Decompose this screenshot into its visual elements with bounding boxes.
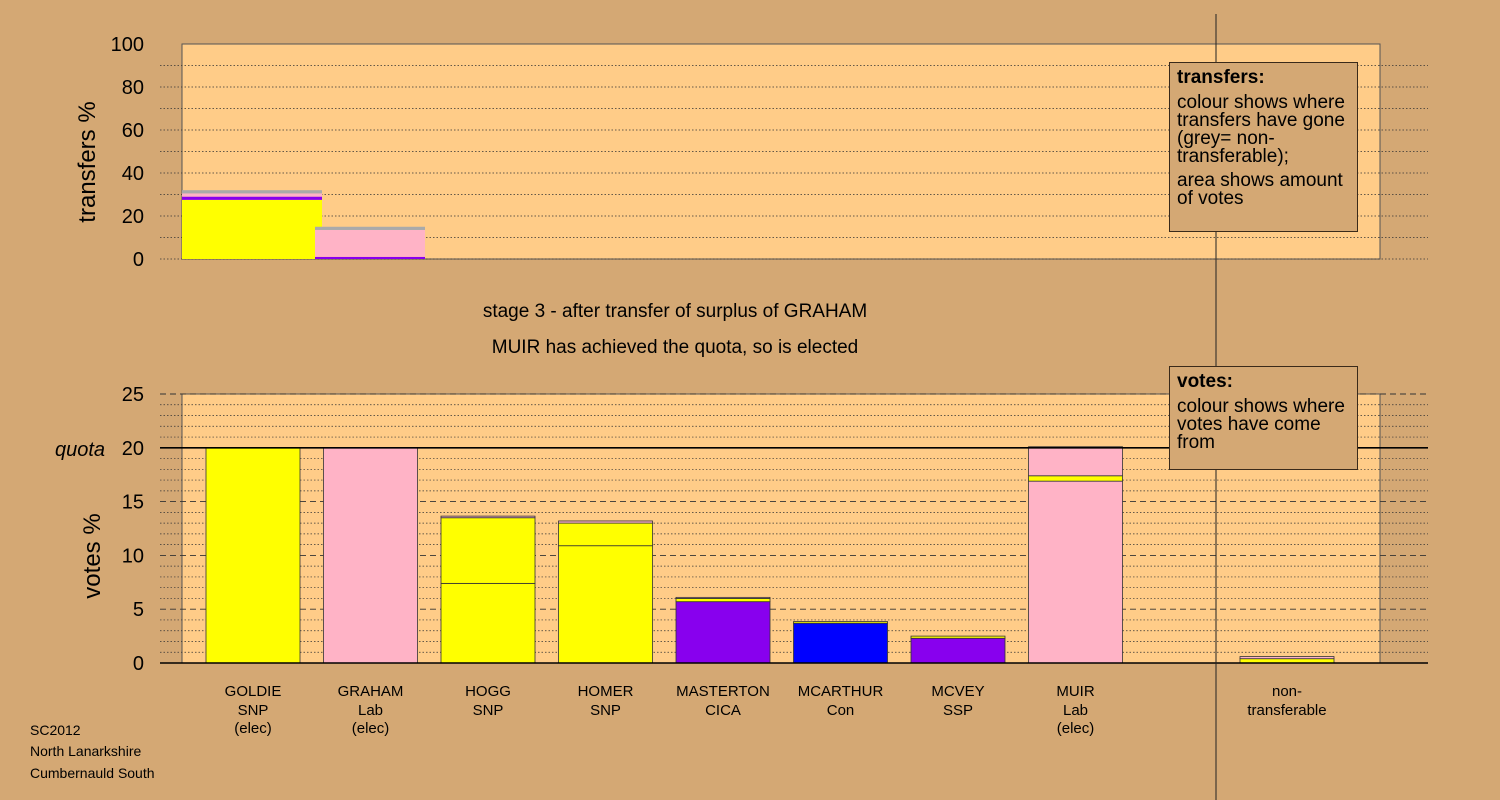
transfers-tick-label: 20 xyxy=(122,206,144,228)
candidate-name-label: GOLDIE xyxy=(225,683,282,700)
candidate-name-label: MCVEY xyxy=(931,683,984,700)
vote-bar-homer xyxy=(558,522,653,547)
candidate-status-label: (elec) xyxy=(1057,720,1095,737)
votes-legend-title: votes: xyxy=(1177,371,1233,392)
transfers-tick-label: 60 xyxy=(122,120,144,142)
candidate-name-label: MUIR xyxy=(1056,683,1094,700)
transfer-segment-graham xyxy=(315,256,425,259)
vote-bar-hogg xyxy=(440,517,536,584)
transfer-segment-goldie xyxy=(182,199,322,259)
transfers-tick-label: 80 xyxy=(122,77,144,99)
votes-tick-label: 0 xyxy=(133,653,144,675)
transfer-segment-graham xyxy=(315,229,425,257)
stage-heading: stage 3 - after transfer of surplus of G… xyxy=(482,301,868,322)
transfers-tick-label: 0 xyxy=(133,249,144,271)
transfers-legend-text-colour: colour shows where transfers have gone (… xyxy=(1177,92,1345,167)
footer-ward: Cumbernauld South xyxy=(30,765,155,781)
candidate-party-label: SNP xyxy=(590,702,621,719)
vote-bar-non xyxy=(1239,656,1335,660)
transfers-axis-title: transfers % xyxy=(74,101,101,222)
candidate-name-label: HOGG xyxy=(465,683,511,700)
transfer-segment-goldie xyxy=(182,190,322,194)
footer-council: North Lanarkshire xyxy=(30,743,142,759)
transfers-legend-text-area: area shows amount of votes xyxy=(1177,170,1343,209)
candidate-party-label: Lab xyxy=(358,702,383,719)
elected-heading: MUIR has achieved the quota, so is elect… xyxy=(491,337,859,358)
candidate-party-label: Lab xyxy=(1063,702,1088,719)
vote-bar-muir xyxy=(1028,480,1123,664)
votes-legend: votes: colour shows where votes have com… xyxy=(1169,366,1358,470)
vote-bar-homer xyxy=(558,545,653,664)
quota-label: quota xyxy=(55,439,105,461)
candidate-party-label: SNP xyxy=(238,702,269,719)
vote-bar-mcvey xyxy=(910,637,1006,664)
votes-tick-label: 20 xyxy=(122,438,144,460)
candidate-party-label: Con xyxy=(827,702,855,719)
vote-bar-mcarthur xyxy=(793,621,888,624)
transfer-segment-graham xyxy=(315,226,425,230)
votes-tick-label: 25 xyxy=(122,384,144,406)
vote-bar-homer xyxy=(558,520,653,524)
candidate-party-label: transferable xyxy=(1247,702,1326,719)
candidate-name-label: non- xyxy=(1272,683,1302,700)
transfers-tick-label: 40 xyxy=(122,163,144,185)
vote-bar-masterton xyxy=(675,601,771,664)
vote-bar-graham xyxy=(323,447,418,664)
candidate-party-label: SSP xyxy=(943,702,973,719)
votes-tick-label: 5 xyxy=(133,599,144,621)
vote-bar-hogg xyxy=(440,515,536,519)
votes-legend-text: colour shows where votes have come from xyxy=(1177,396,1345,453)
candidate-name-label: MASTERTON xyxy=(676,683,770,700)
vote-bar-hogg xyxy=(440,582,536,664)
votes-tick-label: 10 xyxy=(122,545,144,567)
vote-bar-muir xyxy=(1028,475,1123,482)
transfers-legend-title: transfers: xyxy=(1177,67,1265,88)
candidate-party-label: SNP xyxy=(473,702,504,719)
candidate-name-label: HOMER xyxy=(578,683,634,700)
transfers-legend: transfers: colour shows where transfers … xyxy=(1169,62,1358,232)
candidate-status-label: (elec) xyxy=(352,720,390,737)
candidate-party-label: CICA xyxy=(705,702,741,719)
vote-bar-goldie xyxy=(205,447,301,664)
candidate-status-label: (elec) xyxy=(234,720,272,737)
transfer-segment-goldie xyxy=(182,196,322,200)
candidate-name-label: MCARTHUR xyxy=(798,683,884,700)
transfer-segment-goldie xyxy=(182,193,322,197)
votes-axis-title: votes % xyxy=(79,513,106,598)
vote-bar-muir xyxy=(1028,446,1123,477)
vote-bar-masterton xyxy=(675,598,771,603)
vote-bar-mcvey xyxy=(910,635,1006,639)
transfers-tick-label: 100 xyxy=(111,34,144,56)
vote-bar-mcarthur xyxy=(793,622,888,664)
vote-bar-masterton xyxy=(675,596,771,599)
votes-tick-label: 15 xyxy=(122,492,144,514)
candidate-name-label: GRAHAM xyxy=(338,683,404,700)
footer-election: SC2012 xyxy=(30,722,81,738)
